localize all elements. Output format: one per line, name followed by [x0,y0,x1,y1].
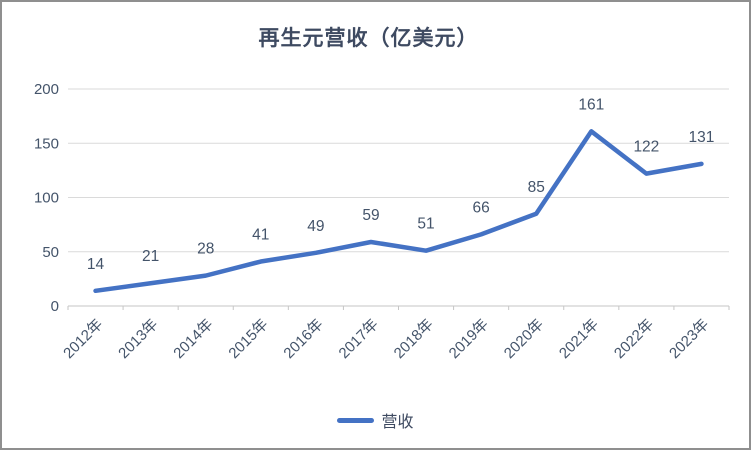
data-label: 51 [417,216,434,233]
y-tick-label: 100 [34,190,59,207]
data-label: 41 [252,227,269,244]
revenue-line [93,129,704,294]
data-label: 14 [87,256,105,273]
x-tick-label: 2023年 [666,316,712,362]
x-tick-label: 2018年 [391,316,437,362]
x-tick-label: 2016年 [280,316,326,362]
data-label: 161 [578,96,604,113]
data-label: 28 [197,241,214,258]
legend-line-marker [337,417,375,423]
data-label: 59 [362,207,379,224]
x-tick-label: 2020年 [501,316,547,362]
y-tick-label: 200 [34,81,59,98]
x-tick-label: 2012年 [60,316,106,362]
y-tick-label: 150 [34,135,59,152]
x-tick-label: 2019年 [446,316,492,362]
x-tick-label: 2015年 [225,316,271,362]
x-tick-label: 2022年 [611,316,657,362]
data-label: 131 [689,129,715,146]
x-tick-label: 2017年 [336,316,382,362]
legend: 营收 [2,408,749,432]
data-label: 49 [307,218,324,235]
y-tick-label: 0 [51,298,59,315]
data-label: 66 [473,199,490,216]
legend-label: 营收 [381,414,414,431]
x-tick-label: 2021年 [556,316,602,362]
y-tick-label: 50 [42,244,59,261]
data-label: 21 [142,248,159,265]
chart-title: 再生元营收（亿美元） [258,27,479,50]
x-tick-label: 2013年 [115,316,161,362]
data-label: 122 [633,139,659,156]
data-label: 85 [528,179,545,196]
x-tick-label: 2014年 [170,316,216,362]
